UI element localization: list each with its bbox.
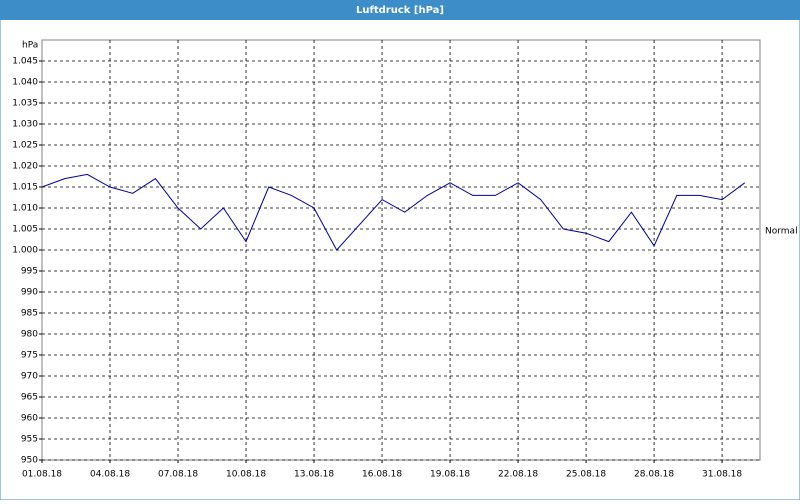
y-tick-label: 970 — [21, 372, 38, 382]
y-tick-label: 990 — [21, 288, 38, 298]
y-tick-label: 1.030 — [12, 120, 38, 130]
y-tick-label: 985 — [21, 309, 38, 319]
y-tick-label: 1.020 — [12, 162, 38, 172]
y-tick-label: 1.035 — [12, 99, 38, 109]
x-tick-label: 10.08.18 — [226, 470, 266, 480]
y-tick-label: 980 — [21, 330, 38, 340]
annotation: Normal — [765, 227, 798, 237]
y-tick-label: 1.045 — [12, 57, 38, 67]
y-tick-label: 950 — [21, 456, 38, 466]
y-tick-label: 1.000 — [12, 246, 38, 256]
y-tick-label: 1.025 — [12, 141, 38, 151]
x-tick-label: 25.08.18 — [566, 470, 606, 480]
x-tick-label: 04.08.18 — [90, 470, 130, 480]
y-tick-label: 1.015 — [12, 183, 38, 193]
x-tick-label: 07.08.18 — [158, 470, 198, 480]
x-tick-label: 19.08.18 — [430, 470, 470, 480]
y-tick-label: 965 — [21, 393, 38, 403]
y-tick-label: 975 — [21, 351, 38, 361]
x-tick-label: 22.08.18 — [498, 470, 538, 480]
chart-title: Luftdruck [hPa] — [356, 5, 444, 16]
data-line — [41, 173, 746, 251]
x-tick-label: 31.08.18 — [702, 470, 742, 480]
y-tick-label: 1.010 — [12, 204, 38, 214]
x-tick-label: 16.08.18 — [362, 470, 402, 480]
x-tick-label: 13.08.18 — [294, 470, 334, 480]
y-tick-label: 995 — [21, 267, 38, 277]
y-axis-label: hPa — [22, 41, 38, 51]
x-tick-label: 28.08.18 — [634, 470, 674, 480]
y-tick-label: 1.005 — [12, 225, 38, 235]
title-bar — [0, 0, 800, 20]
y-tick-label: 955 — [21, 435, 38, 445]
y-tick-label: 1.040 — [12, 78, 38, 88]
y-tick-label: 960 — [21, 414, 38, 424]
x-tick-label: 01.08.18 — [22, 470, 62, 480]
